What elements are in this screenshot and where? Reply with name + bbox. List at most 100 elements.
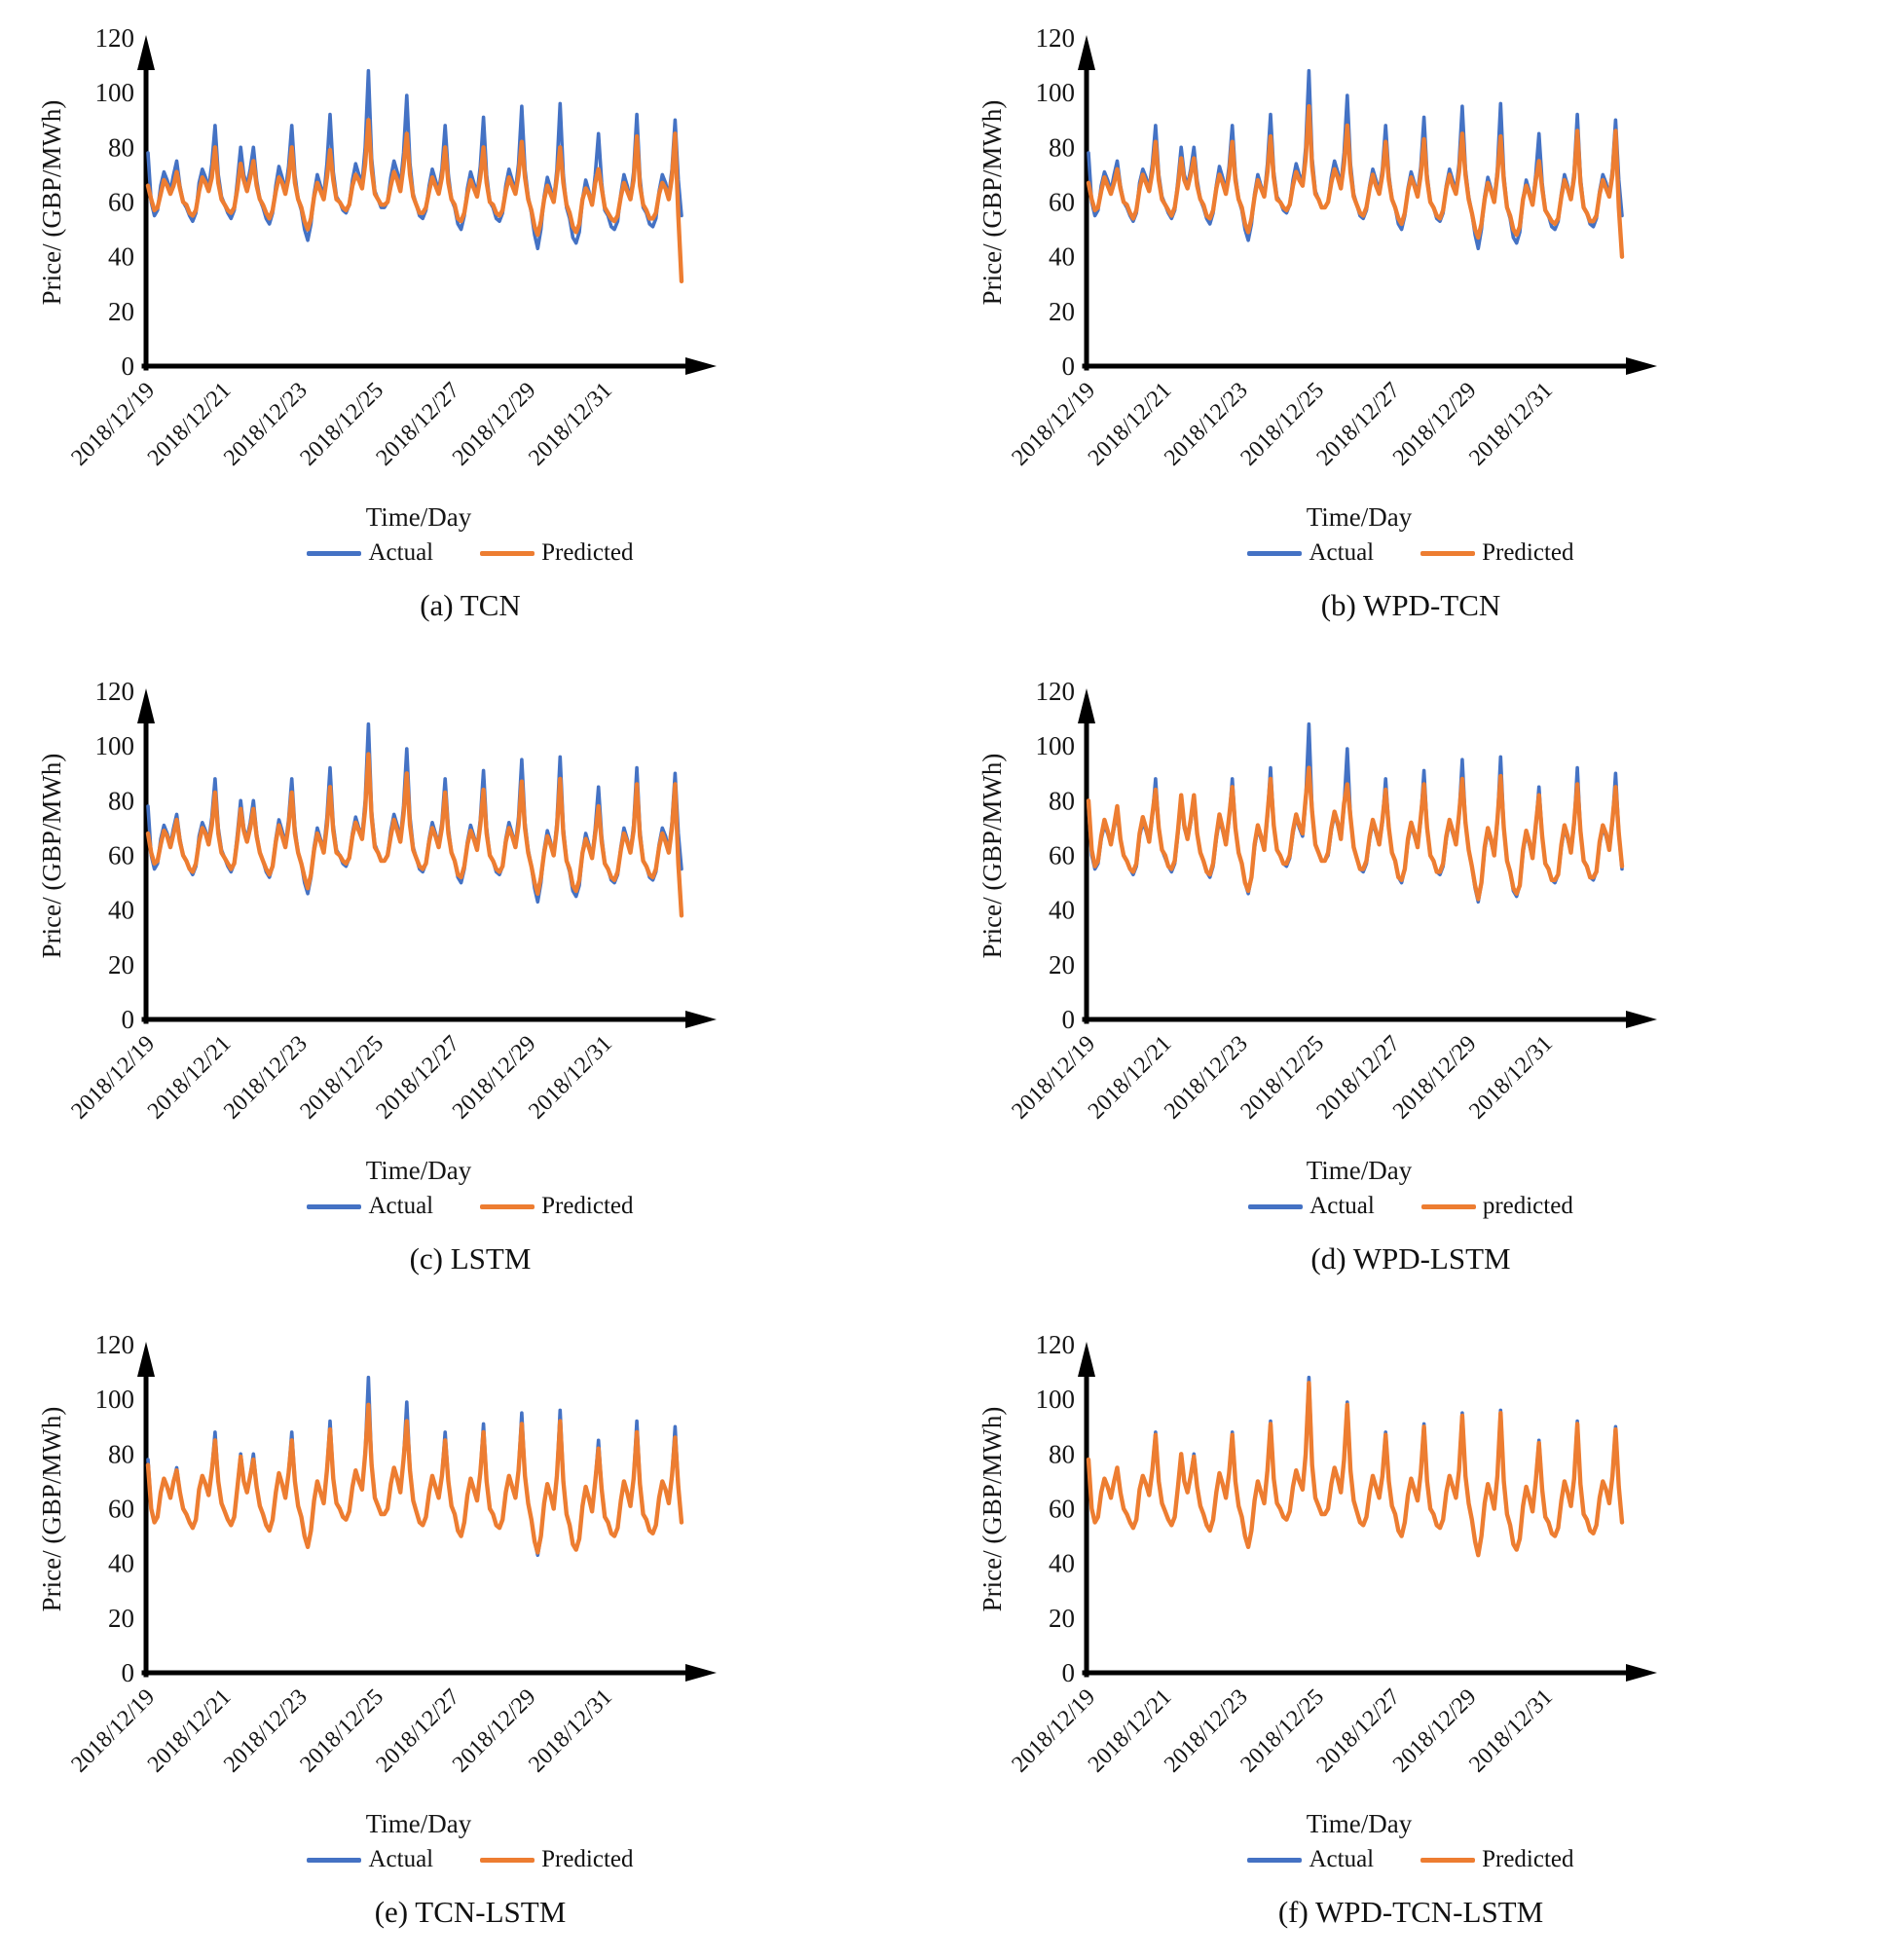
panel-wpd-tcn-lstm: 0 20 40 60 80 100 120 Price/ (GBP/MWh) 2018/12/1…: [940, 1307, 1881, 1960]
legend-label-actual: Actual: [368, 1193, 434, 1219]
predicted-line-swatch-icon: [1420, 550, 1476, 556]
y-axis-arrow-icon: [1078, 1342, 1095, 1377]
svg-text:Price/ (GBP/MWh): Price/ (GBP/MWh): [37, 754, 66, 959]
svg-text:60: 60: [108, 841, 134, 870]
predicted-line-swatch-icon: [480, 550, 535, 556]
svg-text:2018/12/31: 2018/12/31: [1464, 1684, 1558, 1778]
legend-label-predicted: Predicted: [541, 539, 634, 566]
svg-text:120: 120: [95, 677, 135, 706]
svg-text:80: 80: [108, 786, 134, 815]
legend-item-actual: Actual: [1247, 539, 1374, 567]
legend-item-actual: Actual: [307, 1193, 433, 1220]
y-axis-arrow-icon: [137, 35, 155, 70]
svg-text:100: 100: [1036, 731, 1076, 760]
svg-text:Price/ (GBP/MWh): Price/ (GBP/MWh): [37, 100, 66, 306]
svg-text:60: 60: [1049, 841, 1075, 870]
legend-item-predicted: Predicted: [1420, 539, 1574, 567]
svg-text:20: 20: [1049, 1604, 1075, 1633]
svg-text:2018/12/31: 2018/12/31: [524, 1684, 617, 1778]
y-axis-arrow-icon: [1078, 688, 1095, 723]
x-axis-arrow-icon: [685, 1664, 717, 1682]
legend-label-actual: Actual: [1309, 1193, 1375, 1219]
legend: Actual Predicted: [1247, 539, 1574, 567]
legend-item-actual: Actual: [1247, 1846, 1374, 1873]
svg-text:0: 0: [122, 351, 135, 381]
legend: Actual Predicted: [307, 539, 634, 567]
legend-item-actual: Actual: [307, 1846, 433, 1873]
x-axis-arrow-icon: [685, 357, 717, 375]
x-axis-arrow-icon: [1626, 1664, 1657, 1682]
legend-label-predicted: Predicted: [541, 1846, 634, 1872]
panel-caption: (b) WPD-TCN: [1320, 588, 1501, 622]
actual-line-swatch-icon: [1248, 1203, 1304, 1209]
svg-text:20: 20: [1049, 297, 1075, 326]
svg-text:20: 20: [1049, 950, 1075, 980]
svg-text:20: 20: [108, 1604, 134, 1633]
svg-text:Price/ (GBP/MWh): Price/ (GBP/MWh): [37, 1407, 66, 1612]
svg-text:40: 40: [1049, 242, 1075, 272]
svg-text:0: 0: [122, 1658, 135, 1687]
svg-text:40: 40: [1049, 896, 1075, 925]
svg-text:0: 0: [1062, 1005, 1076, 1034]
svg-text:Time/Day: Time/Day: [366, 1809, 472, 1838]
legend-label-predicted: Predicted: [541, 1193, 634, 1219]
y-axis-arrow-icon: [1078, 35, 1095, 70]
svg-text:0: 0: [1062, 1658, 1076, 1687]
legend-item-actual: Actual: [307, 539, 433, 567]
panel-lstm: 0 20 40 60 80 100 120 Price/ (GBP/MWh) 2018/12/1…: [0, 653, 940, 1307]
legend: Actual Predicted: [1247, 1846, 1574, 1873]
svg-text:40: 40: [108, 242, 134, 272]
svg-text:Time/Day: Time/Day: [366, 1156, 472, 1185]
y-axis-arrow-icon: [137, 1342, 155, 1377]
predicted-line-swatch-icon: [1420, 1203, 1476, 1209]
svg-text:0: 0: [122, 1005, 135, 1034]
legend-item-predicted: predicted: [1420, 1193, 1573, 1220]
panel-caption: (c) LSTM: [409, 1241, 532, 1276]
svg-text:20: 20: [108, 950, 134, 980]
svg-text:Time/Day: Time/Day: [1307, 1809, 1413, 1838]
legend-item-actual: Actual: [1248, 1193, 1375, 1220]
svg-text:60: 60: [1049, 1495, 1075, 1524]
legend-label-predicted: predicted: [1482, 1193, 1573, 1219]
svg-text:120: 120: [95, 1330, 135, 1359]
svg-text:40: 40: [1049, 1549, 1075, 1578]
svg-text:80: 80: [108, 132, 134, 162]
panel-tcn-lstm: 0 20 40 60 80 100 120 Price/ (GBP/MWh) 2018/12/1…: [0, 1307, 940, 1960]
actual-line-swatch-icon: [307, 550, 362, 556]
legend-label-actual: Actual: [1309, 539, 1375, 566]
svg-text:100: 100: [1036, 78, 1076, 107]
legend-label-predicted: Predicted: [1482, 539, 1574, 566]
svg-text:80: 80: [1049, 1439, 1075, 1468]
svg-text:0: 0: [1062, 351, 1076, 381]
svg-text:120: 120: [1036, 677, 1076, 706]
panel-caption: (e) TCN-LSTM: [374, 1895, 567, 1929]
svg-text:60: 60: [1049, 188, 1075, 217]
legend-item-predicted: Predicted: [480, 1846, 634, 1873]
legend: Actual Predicted: [307, 1193, 634, 1220]
legend-item-predicted: Predicted: [480, 539, 634, 567]
y-axis-arrow-icon: [137, 688, 155, 723]
svg-text:Time/Day: Time/Day: [366, 502, 472, 532]
legend-label-predicted: Predicted: [1482, 1846, 1574, 1872]
actual-line-swatch-icon: [1247, 1857, 1303, 1863]
svg-text:100: 100: [1036, 1385, 1076, 1414]
panel-wpd-lstm: 0 20 40 60 80 100 120 Price/ (GBP/MWh) 2018/12/1…: [940, 653, 1881, 1307]
actual-line-swatch-icon: [307, 1203, 362, 1209]
x-axis-arrow-icon: [685, 1011, 717, 1028]
svg-text:Price/ (GBP/MWh): Price/ (GBP/MWh): [977, 100, 1007, 306]
svg-text:40: 40: [108, 1549, 134, 1578]
svg-text:2018/12/31: 2018/12/31: [1464, 378, 1558, 471]
svg-text:120: 120: [95, 23, 135, 53]
svg-text:60: 60: [108, 1495, 134, 1524]
svg-text:100: 100: [95, 1385, 135, 1414]
svg-text:120: 120: [1036, 23, 1076, 53]
legend-label-actual: Actual: [368, 539, 434, 566]
panel-caption: (f) WPD-TCN-LSTM: [1277, 1895, 1544, 1929]
svg-text:2018/12/31: 2018/12/31: [524, 378, 617, 471]
legend: Actual Predicted: [307, 1846, 634, 1873]
svg-text:100: 100: [95, 78, 135, 107]
